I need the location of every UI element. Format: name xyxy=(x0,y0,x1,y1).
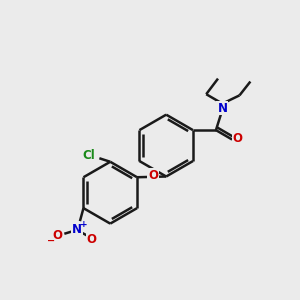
Text: O: O xyxy=(87,233,97,246)
Text: O: O xyxy=(148,169,158,182)
Text: Cl: Cl xyxy=(83,149,95,162)
Text: O: O xyxy=(232,133,242,146)
Text: −: − xyxy=(47,236,56,245)
Text: N: N xyxy=(218,101,227,115)
Text: N: N xyxy=(72,223,82,236)
Text: O: O xyxy=(53,229,63,242)
Text: +: + xyxy=(80,220,87,229)
